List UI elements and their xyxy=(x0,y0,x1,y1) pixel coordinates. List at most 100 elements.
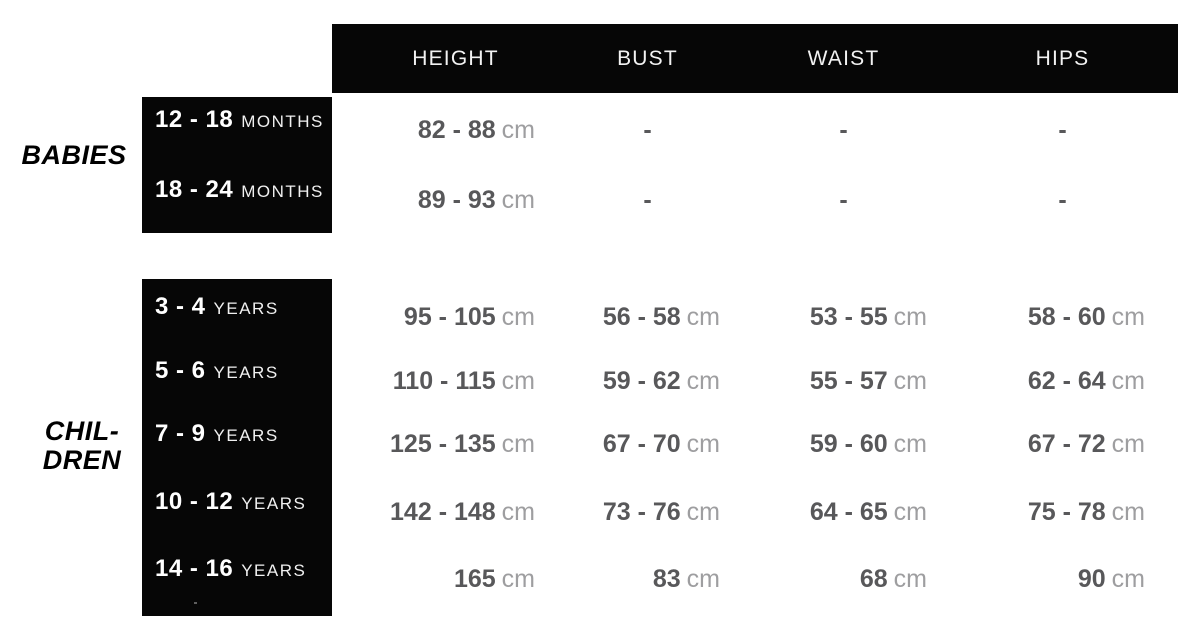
unit-label: cm xyxy=(893,564,927,593)
waist-value: 68 xyxy=(859,564,888,593)
unit-label: cm xyxy=(1111,302,1145,331)
group-label-babies: BABIES xyxy=(4,141,144,170)
bust-value: 83 xyxy=(652,564,681,593)
height-cell: 142 - 148 cm xyxy=(332,498,555,527)
table-row: 5 - 6 YEARS 110 - 115 cm 59 - 62 cm 55 - 57… xyxy=(142,357,1178,401)
height-value: 165 xyxy=(453,564,496,593)
unit-label: cm xyxy=(501,185,535,214)
age-unit-label: YEARS xyxy=(213,363,279,382)
bust-cell: 73 - 76 cm xyxy=(555,498,740,527)
bust-cell: - xyxy=(555,186,740,215)
bust-value: - xyxy=(643,185,652,214)
column-header-waist: WAIST xyxy=(807,46,880,70)
age-unit-label: MONTHS xyxy=(241,182,324,201)
waist-cell: 64 - 65 cm xyxy=(740,498,947,527)
height-cell: 89 - 93 cm xyxy=(332,186,555,215)
table-row: 3 - 4 YEARS 95 - 105 cm 56 - 58 cm 53 - 55 c… xyxy=(142,293,1178,337)
height-value: 89 - 93 xyxy=(417,185,496,214)
height-cell: 110 - 115 cm xyxy=(332,367,555,396)
unit-label: cm xyxy=(501,115,535,144)
height-value: 82 - 88 xyxy=(417,115,496,144)
age-range-value: 18 - 24 xyxy=(155,176,234,203)
height-value: 125 - 135 xyxy=(390,429,496,458)
bust-cell: 67 - 70 cm xyxy=(555,430,740,459)
unit-label: cm xyxy=(501,366,535,395)
unit-label: cm xyxy=(686,497,720,526)
waist-value: 55 - 57 xyxy=(809,366,888,395)
age-unit-label: YEARS xyxy=(241,561,307,580)
age-range-value: 5 - 6 xyxy=(155,357,206,384)
hips-value: 58 - 60 xyxy=(1027,302,1106,331)
waist-cell: 55 - 57 cm xyxy=(740,367,947,396)
hips-cell: 67 - 72 cm xyxy=(947,430,1178,459)
age-range-value: 7 - 9 xyxy=(155,420,206,447)
bust-value: 67 - 70 xyxy=(602,429,681,458)
unit-label: cm xyxy=(686,366,720,395)
hips-cell: - xyxy=(947,186,1178,215)
waist-value: 53 - 55 xyxy=(809,302,888,331)
height-value: 110 - 115 xyxy=(392,366,496,395)
unit-label: cm xyxy=(893,429,927,458)
hips-cell: 90 cm xyxy=(947,565,1178,594)
unit-label: cm xyxy=(686,564,720,593)
age-cell: 7 - 9 YEARS xyxy=(142,420,332,448)
age-cell: 18 - 24 MONTHS xyxy=(142,176,332,204)
unit-label: cm xyxy=(501,302,535,331)
table-row: 12 - 18 MONTHS 82 - 88 cm - - - xyxy=(142,106,1178,150)
table-row: 10 - 12 YEARS 142 - 148 cm 73 - 76 cm 64 - … xyxy=(142,488,1178,532)
age-range-value: 14 - 16 xyxy=(155,555,234,582)
hips-value: - xyxy=(1058,185,1067,214)
bust-cell: 83 cm xyxy=(555,565,740,594)
table-row: 7 - 9 YEARS 125 - 135 cm 67 - 70 cm 59 - 60… xyxy=(142,420,1178,464)
age-range-value: 10 - 12 xyxy=(155,488,234,515)
unit-label: cm xyxy=(893,497,927,526)
waist-value: 59 - 60 xyxy=(809,429,888,458)
unit-label: cm xyxy=(893,302,927,331)
group-label-children: CHIL- DREN xyxy=(12,417,152,475)
age-cell: 12 - 18 MONTHS xyxy=(142,106,332,134)
group-label-line: BABIES xyxy=(21,140,127,170)
age-range-value: 3 - 4 xyxy=(155,293,206,320)
waist-value: - xyxy=(839,185,848,214)
age-unit-label: YEARS xyxy=(241,494,307,513)
column-header-hips: HIPS xyxy=(1035,46,1090,70)
height-cell: 125 - 135 cm xyxy=(332,430,555,459)
bust-cell: 56 - 58 cm xyxy=(555,303,740,332)
table-row: 14 - 16 YEARS 165 cm 83 cm 68 cm 90 cm xyxy=(142,555,1178,599)
height-cell: 82 - 88 cm xyxy=(332,116,555,145)
table-row: 18 - 24 MONTHS 89 - 93 cm - - - xyxy=(142,176,1178,220)
hips-value: 62 - 64 xyxy=(1027,366,1106,395)
group-label-line: DREN xyxy=(42,445,122,475)
height-value: 95 - 105 xyxy=(403,302,496,331)
bust-value: - xyxy=(643,115,652,144)
unit-label: cm xyxy=(501,497,535,526)
group-label-line: CHIL- xyxy=(44,416,120,446)
waist-cell: 59 - 60 cm xyxy=(740,430,947,459)
height-value: 142 - 148 xyxy=(390,497,496,526)
waist-cell: 68 cm xyxy=(740,565,947,594)
unit-label: cm xyxy=(501,564,535,593)
hips-cell: 75 - 78 cm xyxy=(947,498,1178,527)
waist-cell: - xyxy=(740,186,947,215)
waist-value: 64 - 65 xyxy=(809,497,888,526)
unit-label: cm xyxy=(1111,429,1145,458)
unit-label: cm xyxy=(1111,564,1145,593)
age-range-value: 12 - 18 xyxy=(155,106,234,133)
age-cell: 14 - 16 YEARS xyxy=(142,555,332,583)
bust-cell: 59 - 62 cm xyxy=(555,367,740,396)
height-cell: 95 - 105 cm xyxy=(332,303,555,332)
header-bar: HEIGHT BUST WAIST HIPS xyxy=(332,24,1178,93)
babies-age-box xyxy=(142,97,332,233)
column-header-height: HEIGHT xyxy=(412,46,499,70)
hips-value: 75 - 78 xyxy=(1027,497,1106,526)
hips-cell: 62 - 64 cm xyxy=(947,367,1178,396)
hips-cell: - xyxy=(947,116,1178,145)
image-speck-artifact xyxy=(194,602,197,604)
hips-value: - xyxy=(1058,115,1067,144)
age-cell: 3 - 4 YEARS xyxy=(142,293,332,321)
age-unit-label: YEARS xyxy=(213,299,279,318)
column-header-bust: BUST xyxy=(617,46,678,70)
bust-value: 59 - 62 xyxy=(602,366,681,395)
height-cell: 165 cm xyxy=(332,565,555,594)
